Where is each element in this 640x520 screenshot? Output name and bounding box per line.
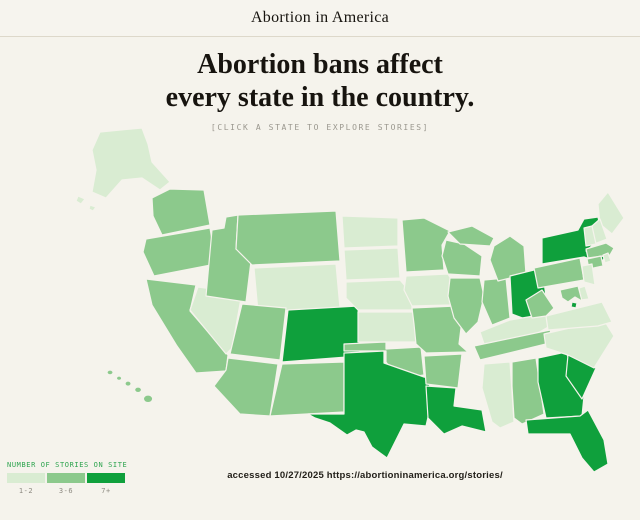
legend-item: 1-2 bbox=[7, 473, 45, 495]
state-la[interactable] bbox=[425, 385, 487, 435]
state-al[interactable] bbox=[511, 357, 545, 425]
state-nm[interactable] bbox=[269, 361, 345, 417]
state-ms[interactable] bbox=[481, 361, 515, 429]
state-va[interactable] bbox=[545, 301, 613, 331]
state-in[interactable] bbox=[481, 277, 511, 326]
site-header: Abortion in America bbox=[0, 0, 640, 37]
state-az[interactable] bbox=[213, 357, 279, 417]
site-title: Abortion in America bbox=[250, 9, 390, 26]
legend: NUMBER OF STORIES ON SITE 1-2 3-6 7+ bbox=[7, 461, 147, 495]
state-ne[interactable] bbox=[345, 279, 413, 311]
state-tx[interactable] bbox=[307, 350, 432, 459]
state-or[interactable] bbox=[142, 227, 217, 277]
state-ut[interactable] bbox=[229, 303, 287, 361]
state-ri[interactable] bbox=[602, 252, 612, 264]
page-title-line1: Abortion bans affect bbox=[197, 49, 443, 80]
hero-section: Abortion bans affect every state in the … bbox=[0, 48, 640, 132]
states-layer bbox=[75, 127, 625, 473]
map-instruction: [CLICK A STATE TO EXPLORE STORIES] bbox=[210, 123, 430, 133]
state-md[interactable] bbox=[559, 285, 583, 303]
legend-label: 3-6 bbox=[58, 487, 74, 495]
state-wy[interactable] bbox=[253, 263, 341, 313]
page-title: Abortion bans affect every state in the … bbox=[0, 48, 640, 114]
page-title-line2: every state in the country. bbox=[165, 82, 475, 114]
legend-label: 1-2 bbox=[18, 487, 34, 495]
state-mn[interactable] bbox=[401, 217, 451, 273]
legend-swatches: 1-2 3-6 7+ bbox=[7, 473, 147, 495]
us-map bbox=[75, 127, 625, 473]
state-wv[interactable] bbox=[525, 289, 555, 319]
legend-title: NUMBER OF STORIES ON SITE bbox=[7, 461, 128, 469]
us-map-container bbox=[0, 118, 640, 480]
state-sd[interactable] bbox=[343, 247, 401, 281]
state-nj[interactable] bbox=[581, 263, 596, 286]
state-wa[interactable] bbox=[151, 188, 211, 236]
state-ak[interactable] bbox=[75, 127, 171, 212]
legend-swatch bbox=[47, 473, 85, 483]
state-il[interactable] bbox=[447, 277, 485, 335]
state-dc[interactable] bbox=[570, 301, 578, 309]
legend-item: 3-6 bbox=[47, 473, 85, 495]
state-vt[interactable] bbox=[583, 225, 597, 247]
access-note: accessed 10/27/2025 https://abortioninam… bbox=[227, 470, 503, 481]
legend-swatch bbox=[87, 473, 125, 483]
state-ks[interactable] bbox=[357, 311, 419, 343]
state-hi[interactable] bbox=[106, 369, 154, 404]
state-ar[interactable] bbox=[423, 353, 463, 389]
state-nd[interactable] bbox=[341, 215, 399, 249]
legend-swatch bbox=[7, 473, 45, 483]
legend-item: 7+ bbox=[87, 473, 125, 495]
state-fl[interactable] bbox=[525, 409, 609, 473]
state-mt[interactable] bbox=[235, 210, 341, 266]
legend-label: 7+ bbox=[101, 487, 111, 495]
